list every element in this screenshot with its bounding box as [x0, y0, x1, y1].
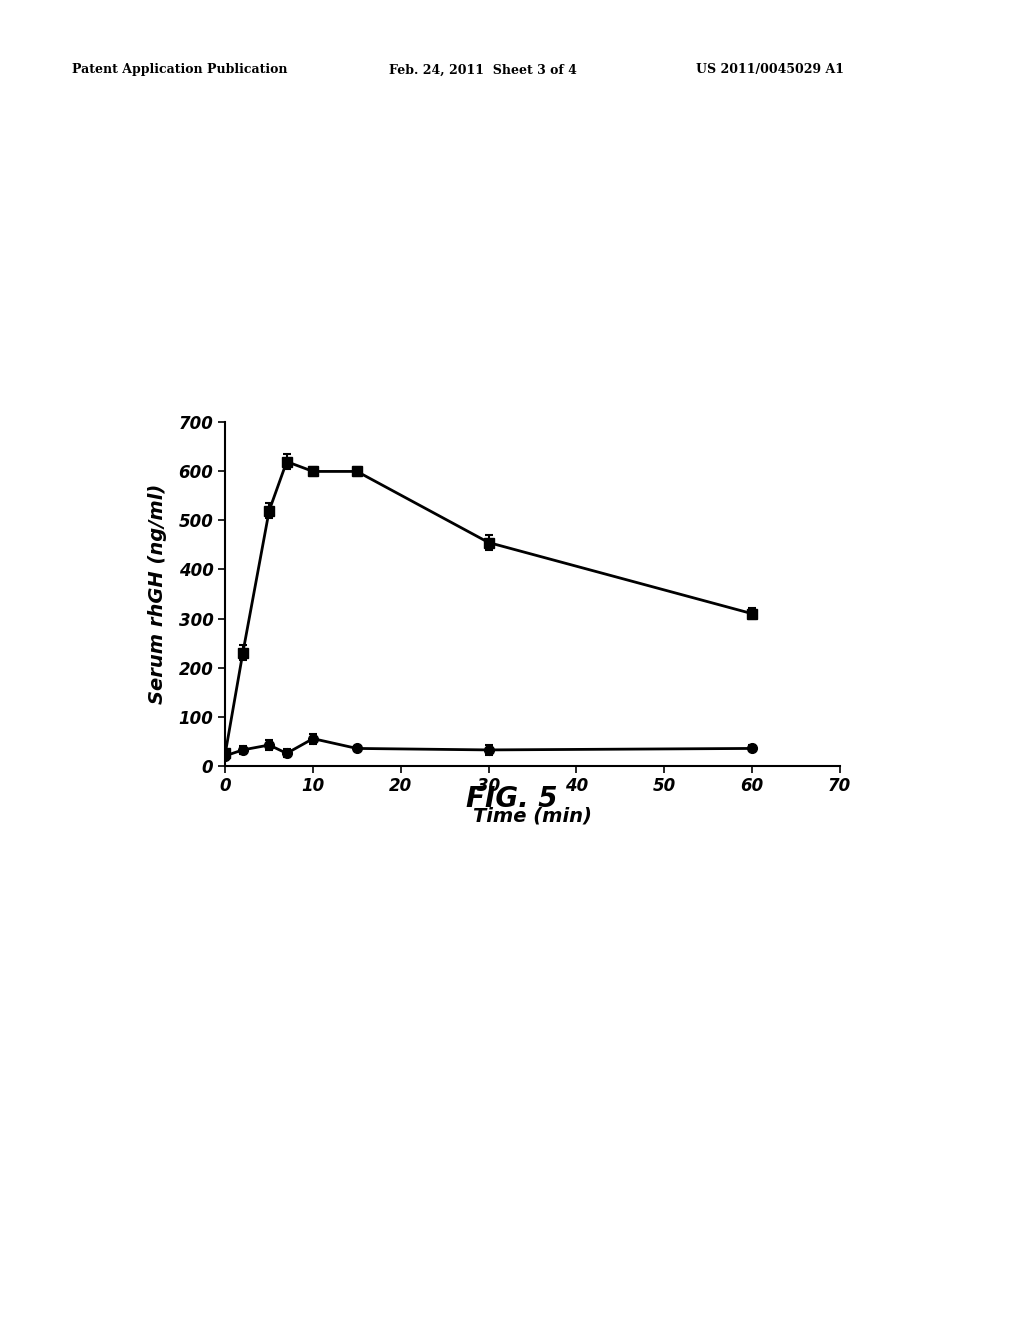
Text: Patent Application Publication: Patent Application Publication: [72, 63, 287, 77]
Y-axis label: Serum rhGH (ng/ml): Serum rhGH (ng/ml): [148, 484, 168, 704]
Text: Feb. 24, 2011  Sheet 3 of 4: Feb. 24, 2011 Sheet 3 of 4: [389, 63, 577, 77]
Text: FIG. 5: FIG. 5: [466, 785, 558, 813]
Text: US 2011/0045029 A1: US 2011/0045029 A1: [696, 63, 845, 77]
X-axis label: Time (min): Time (min): [473, 807, 592, 825]
